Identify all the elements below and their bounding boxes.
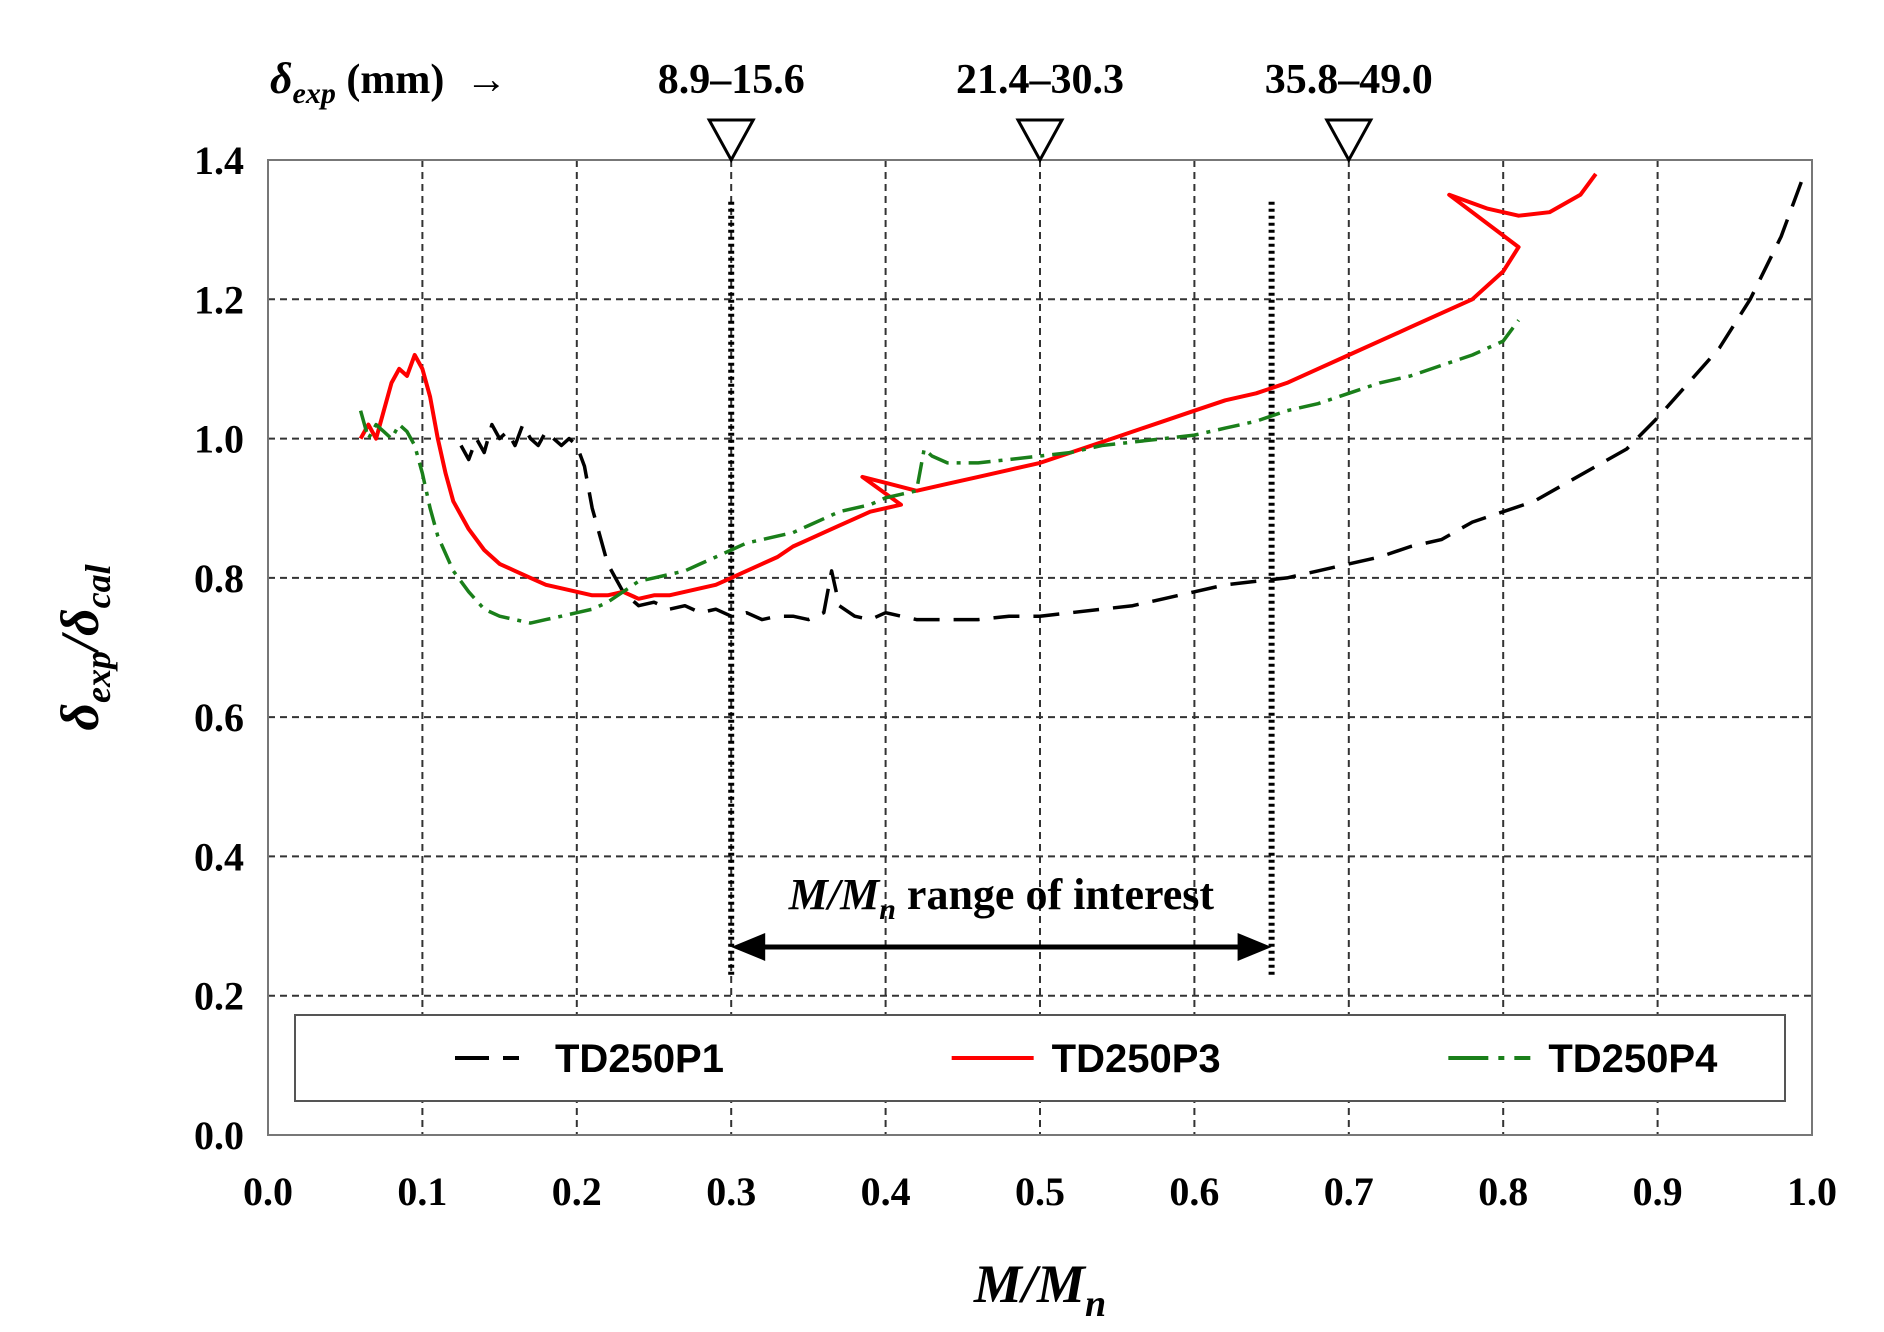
x-tick-label: 0.4 xyxy=(861,1169,911,1214)
x-tick-label: 1.0 xyxy=(1787,1169,1837,1214)
y-axis-title: δexp/δcal xyxy=(50,564,118,730)
top-axis-marker-triangle xyxy=(706,118,756,164)
y-tick-label: 0.8 xyxy=(194,556,244,601)
x-tick-label: 0.3 xyxy=(706,1169,756,1214)
x-tick-labels: 0.0 0.1 0.2 0.3 0.4 0.5 0.6 0.7 0.8 0.9 1.0 xyxy=(243,1169,1837,1214)
x-axis-title: M/Mn xyxy=(973,1254,1106,1325)
legend: TD250P1 TD250P3 TD250P4 xyxy=(294,1014,1786,1102)
top-axis-title: δexp (mm) → xyxy=(270,54,507,110)
range-of-interest-arrowhead-right xyxy=(1237,932,1272,961)
top-axis: δexp (mm) → 8.9–15.6 21.4–30.3 35.8–49.0 xyxy=(270,54,1433,164)
series-line-TD250P3 xyxy=(358,172,1598,601)
legend-box xyxy=(294,1014,1786,1102)
y-axis-title-num-main: δ xyxy=(50,703,110,731)
legend-label-TD250P4: TD250P4 xyxy=(1548,1037,1718,1081)
x-tick-label: 0.7 xyxy=(1324,1169,1374,1214)
top-axis-title-main: δ xyxy=(270,54,293,103)
y-tick-label: 0.6 xyxy=(194,695,244,740)
y-tick-label: 1.0 xyxy=(194,417,244,462)
y-axis-title-den-main: /δ xyxy=(50,608,110,655)
y-axis-title-num-sub: exp xyxy=(78,651,118,703)
x-axis-title-sub: n xyxy=(1085,1283,1106,1325)
x-tick-label: 0.9 xyxy=(1633,1169,1683,1214)
top-axis-title-sub: exp xyxy=(293,77,336,110)
top-axis-marker-triangle xyxy=(1015,118,1065,164)
y-tick-label: 0.0 xyxy=(194,1113,244,1158)
x-tick-label: 0.6 xyxy=(1169,1169,1219,1214)
y-tick-label: 0.2 xyxy=(194,974,244,1019)
y-axis-title-den-sub: cal xyxy=(78,564,118,608)
legend-label-TD250P3: TD250P3 xyxy=(1052,1037,1221,1081)
legend-label-TD250P1: TD250P1 xyxy=(555,1037,724,1081)
range-of-interest-label: M/Mn range of interest xyxy=(788,870,1215,926)
series-line-TD250P4 xyxy=(358,319,1521,625)
x-tick-label: 0.2 xyxy=(552,1169,602,1214)
top-axis-title-unit: (mm) → xyxy=(336,57,507,103)
range-of-interest-arrowhead-left xyxy=(731,932,766,961)
series-line-TD250P1 xyxy=(459,173,1806,622)
y-tick-labels: 0.0 0.2 0.4 0.6 0.8 1.0 1.2 1.4 xyxy=(194,138,244,1158)
x-axis-title-main: M/M xyxy=(973,1254,1087,1314)
roi-label-sub: n xyxy=(879,893,896,926)
y-tick-label: 1.2 xyxy=(194,277,244,322)
x-tick-label: 0.0 xyxy=(243,1169,293,1214)
top-axis-marker-triangle xyxy=(1324,118,1374,164)
roi-label-main: M/M xyxy=(788,870,881,919)
top-axis-marker-label: 8.9–15.6 xyxy=(658,57,805,103)
x-tick-label: 0.5 xyxy=(1015,1169,1065,1214)
top-axis-marker-label: 21.4–30.3 xyxy=(956,57,1124,103)
top-axis-marker-label: 35.8–49.0 xyxy=(1265,57,1433,103)
y-tick-label: 0.4 xyxy=(194,834,244,879)
roi-label-rest: range of interest xyxy=(896,870,1214,919)
y-tick-label: 1.4 xyxy=(194,138,244,183)
range-of-interest: M/Mn range of interest xyxy=(731,870,1272,961)
range-of-interest-lines xyxy=(728,201,1275,975)
x-tick-label: 0.1 xyxy=(397,1169,447,1214)
x-tick-label: 0.8 xyxy=(1478,1169,1528,1214)
series-group xyxy=(358,172,1806,625)
